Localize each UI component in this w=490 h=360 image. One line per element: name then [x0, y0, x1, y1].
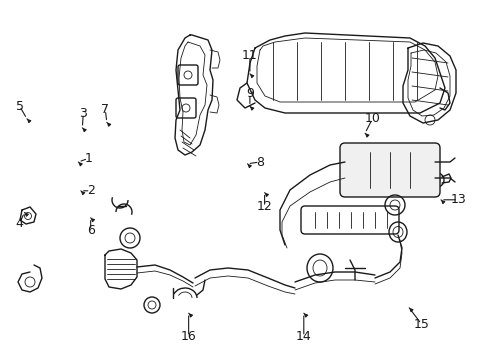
Text: 2: 2 — [87, 184, 95, 197]
Text: 1: 1 — [84, 152, 92, 165]
Text: 6: 6 — [87, 224, 95, 237]
Text: 10: 10 — [365, 112, 380, 125]
Text: 11: 11 — [242, 49, 258, 62]
Text: 7: 7 — [101, 103, 109, 116]
Text: 9: 9 — [246, 87, 254, 100]
Text: 8: 8 — [256, 156, 264, 168]
FancyBboxPatch shape — [340, 143, 440, 197]
Text: 3: 3 — [79, 107, 87, 120]
Text: 16: 16 — [181, 330, 196, 343]
Text: 12: 12 — [257, 201, 272, 213]
Text: 4: 4 — [16, 217, 24, 230]
Text: 15: 15 — [414, 318, 429, 330]
Text: 13: 13 — [450, 193, 466, 206]
Text: 5: 5 — [16, 100, 24, 113]
Text: 14: 14 — [296, 330, 312, 343]
